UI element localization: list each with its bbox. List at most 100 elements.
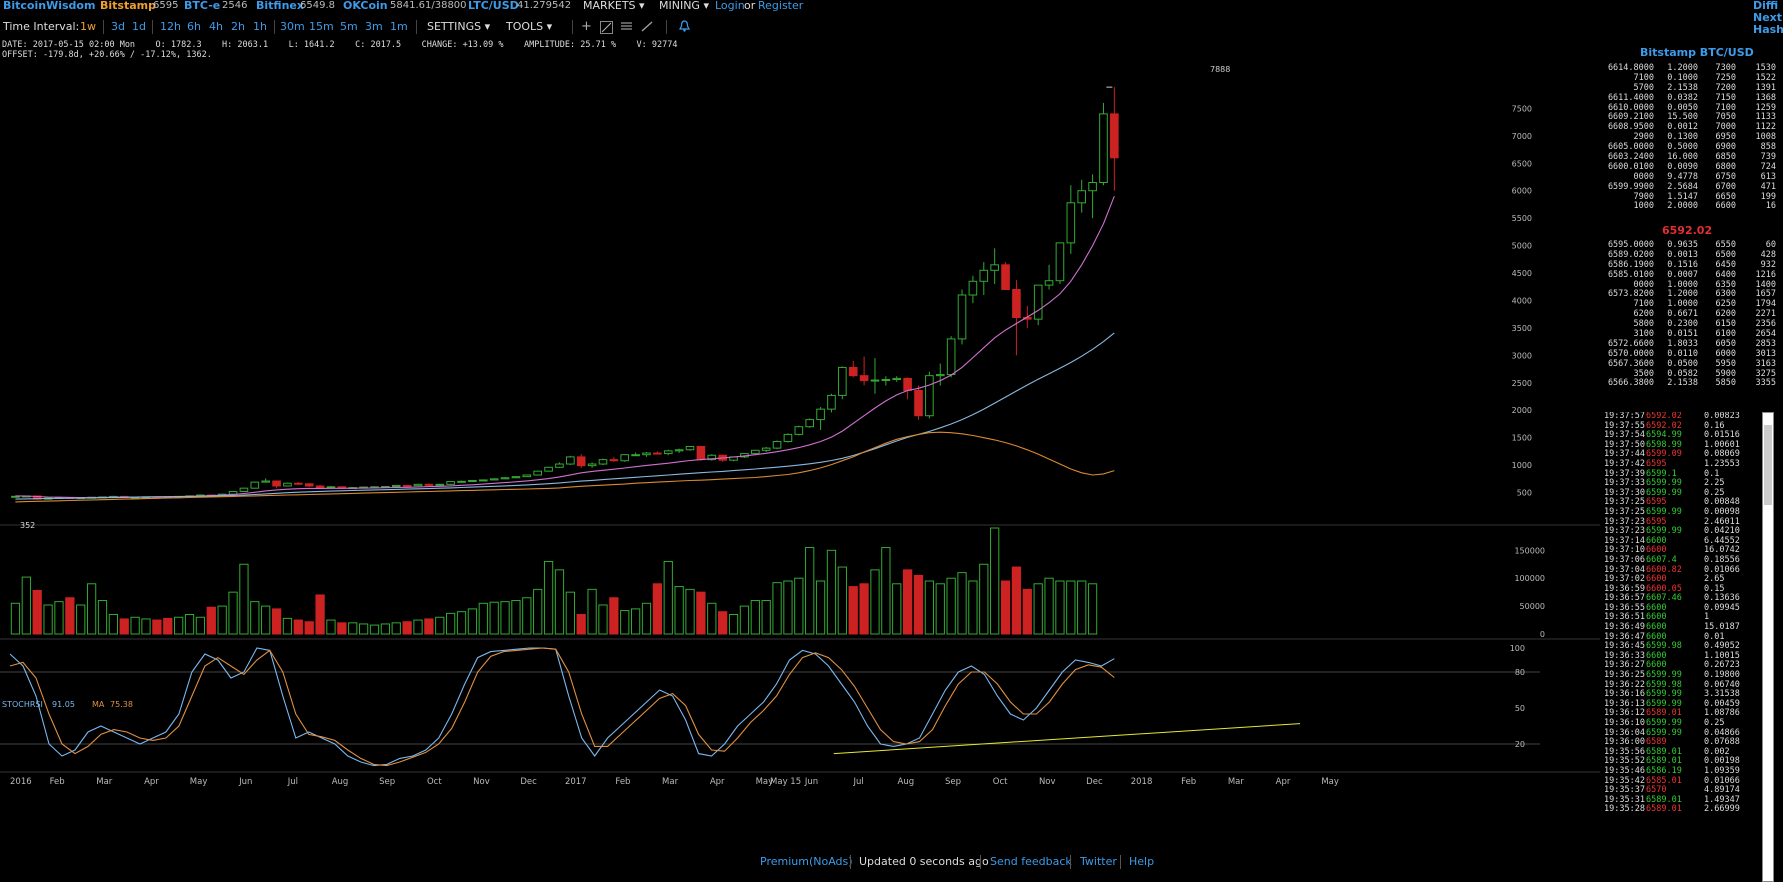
volume-bar-up — [130, 616, 140, 635]
line-icon[interactable] — [600, 21, 613, 34]
orderbook-row[interactable]: 6600.0100 0.0090 6800 724 — [1602, 162, 1777, 173]
orderbook-row[interactable]: 6595.0000 0.9635 6550 60 — [1602, 240, 1777, 251]
orderbook-row[interactable]: 6609.2100 15.500 7050 1133 — [1602, 113, 1777, 123]
interval-1d[interactable]: 1d — [132, 20, 146, 33]
orderbook-row[interactable]: 5700 2.1538 7200 1391 — [1602, 82, 1777, 94]
orderbook-row[interactable]: 6585.0100 0.0007 6400 1216 — [1602, 270, 1777, 281]
bell-icon[interactable] — [679, 19, 690, 38]
mining-menu[interactable]: MINING ▾ — [659, 0, 709, 12]
volume-bar-up — [326, 619, 336, 635]
trade-time: 19:36:13 — [1604, 698, 1645, 709]
orderbook-row[interactable]: 3100 0.0151 6100 2654 — [1602, 329, 1777, 340]
network-stats-link[interactable]: Diffi Next: Hash — [1753, 0, 1783, 36]
orderbook-row[interactable]: 0000 1.0000 6350 1400 — [1602, 280, 1777, 291]
interval-6h[interactable]: 6h — [187, 20, 201, 33]
y-tick-label: 4000 — [1512, 296, 1532, 305]
candle-down — [294, 482, 303, 485]
orderbook-row[interactable]: 6614.8000 1.2000 7300 1530 — [1602, 63, 1777, 74]
orderbook-row[interactable]: 6611.4000 0.0382 7150 1368 — [1602, 93, 1777, 104]
tools-menu[interactable]: TOOLS ▾ — [506, 20, 553, 33]
trade-price: 6599.99 — [1646, 670, 1682, 681]
order-price: 6605.0000 — [1607, 142, 1654, 153]
market-ltcusd[interactable]: LTC/USD — [468, 0, 519, 12]
brand-logo[interactable]: BitcoinWisdom — [3, 0, 96, 12]
interval-3d[interactable]: 3d — [111, 20, 125, 33]
orderbook-row[interactable]: 6610.0000 0.0050 7100 1259 — [1602, 103, 1777, 114]
plus-icon[interactable]: + — [581, 19, 592, 34]
depth-price: 6700 — [1715, 181, 1736, 192]
interval-5m[interactable]: 5m — [340, 20, 358, 33]
volume-bar-up — [478, 602, 488, 635]
market-btce[interactable]: BTC-e — [184, 0, 221, 12]
toolbar: Time Interval: 1w 3d 1d 12h 6h 4h 2h 1h … — [0, 18, 1600, 36]
orderbook-row[interactable]: 6566.3800 2.1538 5850 3355 — [1602, 379, 1777, 389]
orderbook-row[interactable]: 7100 1.0000 6250 1794 — [1602, 299, 1777, 310]
interval-30m[interactable]: 30m — [280, 20, 305, 33]
orderbook-row[interactable]: 6599.9900 2.5684 6700 471 — [1602, 181, 1777, 193]
candle-up — [935, 374, 945, 377]
depth-sum: 1657 — [1755, 289, 1776, 300]
trade-price: 6599.99 — [1646, 718, 1682, 728]
last-price-label: 352 — [20, 521, 35, 530]
pen-icon[interactable] — [641, 19, 653, 38]
scrollbar-thumb[interactable] — [1764, 425, 1772, 505]
market-bitfinex[interactable]: Bitfinex — [256, 0, 304, 12]
hlines-icon[interactable] — [621, 19, 632, 38]
order-amount: 2.1538 — [1667, 82, 1698, 93]
candle-up — [1044, 280, 1054, 286]
orderbook-row[interactable]: 5800 0.2300 6150 2356 — [1602, 319, 1777, 330]
orderbook-row[interactable]: 7900 1.5147 6650 199 — [1602, 192, 1777, 203]
orderbook-row[interactable]: 1000 2.0000 6600 16 — [1602, 202, 1777, 212]
login-link[interactable]: Login — [715, 0, 745, 12]
trade-history-scrollbar[interactable] — [1762, 412, 1774, 882]
interval-15m[interactable]: 15m — [309, 20, 334, 33]
interval-4h[interactable]: 4h — [209, 20, 223, 33]
trade-amount: 0.13636 — [1704, 593, 1740, 604]
send-feedback-link[interactable]: Send feedback — [990, 855, 1072, 868]
volume-bar-down — [576, 613, 586, 635]
x-tick-label: Mar — [662, 777, 679, 787]
trade-time: 19:36:57 — [1604, 593, 1645, 604]
orderbook-row[interactable]: 6200 0.6671 6200 2271 — [1602, 309, 1777, 320]
orderbook-row[interactable]: 6589.0200 0.0013 6500 428 — [1602, 250, 1777, 261]
settings-menu[interactable]: SETTINGS ▾ — [427, 20, 491, 33]
interval-2h[interactable]: 2h — [231, 20, 245, 33]
trade-price: 6600 — [1646, 612, 1667, 623]
orderbook-row[interactable]: 0000 9.4778 6750 613 — [1602, 172, 1777, 183]
volume-bar-up — [979, 563, 989, 635]
orderbook-row[interactable]: 6603.2400 16.000 6850 739 — [1602, 152, 1777, 163]
price-chart[interactable]: 5001000150020002500300035004000450050005… — [0, 34, 1600, 852]
orderbook-row[interactable]: 6570.0000 0.0110 6000 3013 — [1602, 349, 1777, 360]
trade-row: 19:37:23 6599.99 0.04210 — [1604, 527, 1754, 537]
orderbook-row[interactable]: 2900 0.1300 6950 1008 — [1602, 132, 1777, 143]
premium-link[interactable]: Premium(NoAds) — [760, 855, 853, 868]
trade-time: 19:36:12 — [1604, 708, 1645, 719]
orderbook-row[interactable]: 6608.9500 0.0012 7000 1122 — [1602, 122, 1777, 133]
twitter-link[interactable]: Twitter — [1080, 855, 1117, 868]
y-tick-label: 1500 — [1512, 434, 1532, 443]
market-okcoin[interactable]: OKCoin — [343, 0, 388, 12]
trade-price: 6570 — [1646, 785, 1667, 796]
interval-3m[interactable]: 3m — [365, 20, 383, 33]
orderbook-row[interactable]: 6605.0000 0.5000 6900 858 — [1602, 142, 1777, 153]
volume-bar-up — [533, 588, 543, 635]
orderbook-row[interactable]: 6586.1900 0.1516 6450 932 — [1602, 260, 1777, 271]
orderbook-row[interactable]: 3500 0.0582 5900 3275 — [1602, 369, 1777, 380]
market-bitstamp[interactable]: Bitstamp — [100, 0, 156, 12]
candle-down — [424, 483, 434, 486]
depth-sum: 1794 — [1755, 299, 1776, 310]
register-link[interactable]: Register — [758, 0, 804, 12]
orderbook-row[interactable]: 6573.8200 1.2000 6300 1657 — [1602, 290, 1777, 300]
interval-1h[interactable]: 1h — [253, 20, 267, 33]
orderbook-row[interactable]: 7100 0.1000 7250 1522 — [1602, 73, 1777, 84]
candle-up — [566, 456, 575, 465]
help-link[interactable]: Help — [1129, 855, 1155, 868]
interval-1m[interactable]: 1m — [390, 20, 408, 33]
volume-bar-up — [1087, 583, 1098, 635]
trade-row: 19:35:56 6589.01 0.002 — [1604, 747, 1754, 758]
markets-menu[interactable]: MARKETS ▾ — [583, 0, 645, 12]
interval-12h[interactable]: 12h — [160, 20, 181, 33]
orderbook-row[interactable]: 6567.3600 0.0500 5950 3163 — [1602, 359, 1777, 370]
interval-1w[interactable]: 1w — [80, 20, 96, 33]
orderbook-row[interactable]: 6572.6600 1.8033 6050 2853 — [1602, 339, 1777, 350]
